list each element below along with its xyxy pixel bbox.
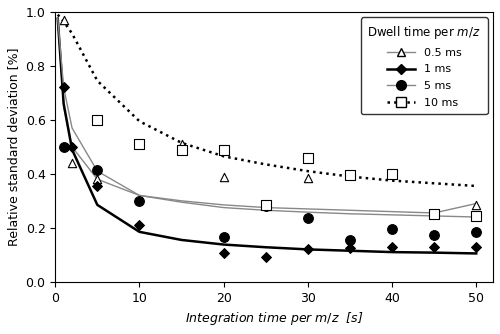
Point	[136, 198, 143, 203]
Point	[472, 244, 480, 249]
Point	[430, 232, 438, 237]
Point	[388, 244, 396, 249]
Point	[346, 237, 354, 242]
Point	[136, 222, 143, 228]
Point	[220, 251, 228, 256]
Point	[94, 177, 102, 182]
Point	[262, 255, 270, 260]
Point	[346, 173, 354, 178]
Point	[68, 144, 76, 150]
Point	[94, 183, 102, 189]
Point	[220, 174, 228, 179]
Point	[304, 155, 312, 160]
Point	[472, 202, 480, 207]
Point	[304, 216, 312, 221]
Point	[346, 245, 354, 251]
Legend: 0.5 ms, 1 ms, 5 ms, 10 ms: 0.5 ms, 1 ms, 5 ms, 10 ms	[360, 17, 488, 115]
Point	[304, 175, 312, 181]
Point	[430, 244, 438, 249]
X-axis label: Integration time per $m/z$  [s]: Integration time per $m/z$ [s]	[185, 310, 364, 327]
Point	[136, 142, 143, 147]
Point	[68, 160, 76, 166]
Point	[94, 167, 102, 172]
Point	[60, 17, 68, 23]
Point	[220, 147, 228, 152]
Point	[388, 226, 396, 232]
Point	[60, 144, 68, 150]
Point	[430, 212, 438, 217]
Point	[178, 142, 186, 147]
Point	[60, 85, 68, 90]
Point	[388, 171, 396, 176]
Point	[304, 247, 312, 252]
Y-axis label: Relative standard deviation [%]: Relative standard deviation [%]	[7, 48, 20, 246]
Point	[178, 147, 186, 152]
Point	[262, 202, 270, 207]
Point	[220, 234, 228, 240]
Point	[94, 117, 102, 123]
Point	[472, 229, 480, 234]
Point	[472, 213, 480, 218]
Point	[262, 203, 270, 209]
